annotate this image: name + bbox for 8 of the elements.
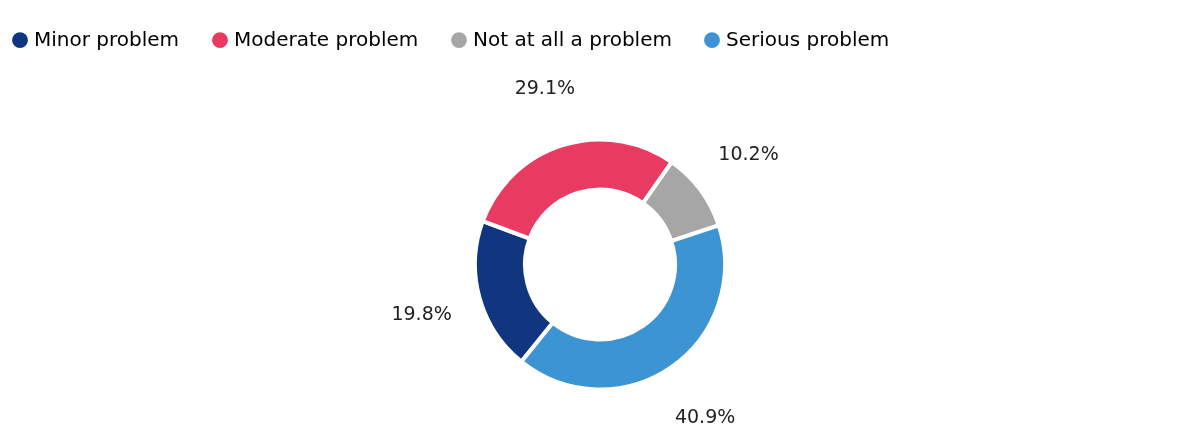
data-label: 19.8% bbox=[391, 301, 452, 324]
legend-label: Minor problem bbox=[34, 27, 180, 52]
legend-label: Not at all a problem bbox=[473, 27, 672, 52]
data-label: 40.9% bbox=[674, 404, 736, 427]
data-label: 29.1% bbox=[514, 75, 576, 98]
data-label: 10.2% bbox=[718, 142, 779, 165]
legend-label: Serious problem bbox=[726, 27, 890, 52]
legend-label: Moderate problem bbox=[234, 27, 419, 52]
